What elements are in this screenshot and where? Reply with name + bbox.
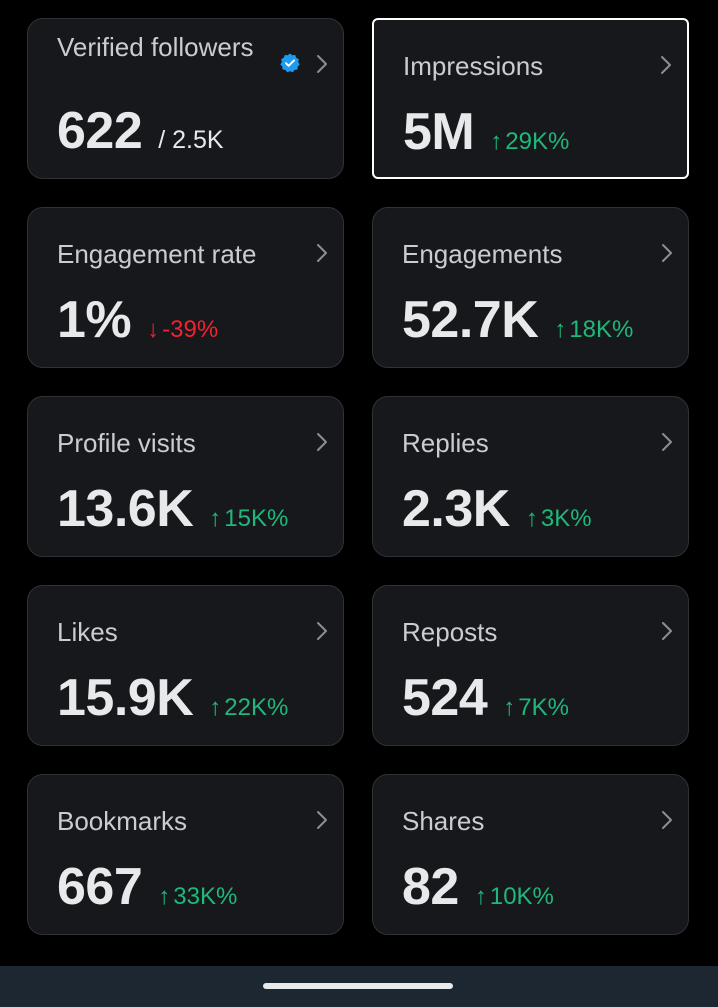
arrow-up-icon: ↑ bbox=[525, 505, 538, 532]
metric-value: 13.6K bbox=[57, 480, 194, 538]
home-indicator[interactable] bbox=[263, 983, 453, 989]
chevron-right-icon bbox=[315, 53, 329, 75]
metric-card-impressions[interactable]: Impressions 5M ↑ 29K% bbox=[372, 18, 689, 179]
metric-card-reposts[interactable]: Reposts 524 ↑ 7K% bbox=[372, 585, 689, 746]
arrow-up-icon: ↑ bbox=[554, 316, 567, 343]
arrow-up-icon: ↑ bbox=[503, 694, 516, 721]
metric-value: 15.9K bbox=[57, 669, 194, 727]
metric-card-verified-followers[interactable]: Verified followers 622 / 2.5K bbox=[27, 18, 344, 179]
metric-value: 667 bbox=[57, 858, 143, 916]
chevron-right-icon bbox=[660, 431, 674, 453]
metric-delta: ↑ 29K% bbox=[490, 128, 569, 156]
metric-delta: ↑ 18K% bbox=[554, 316, 633, 344]
chevron-right-icon bbox=[315, 809, 329, 831]
arrow-up-icon: ↑ bbox=[209, 694, 222, 721]
metric-value-row: 1% ↓ -39% bbox=[57, 292, 218, 348]
metric-value-row: 2.3K ↑ 3K% bbox=[402, 481, 592, 537]
arrow-up-icon: ↑ bbox=[209, 505, 222, 532]
metric-label: Profile visits bbox=[57, 428, 196, 458]
metric-value: 524 bbox=[402, 669, 488, 727]
arrow-up-icon: ↑ bbox=[474, 883, 487, 910]
metric-value-row: 52.7K ↑ 18K% bbox=[402, 292, 633, 348]
metric-label: Engagements bbox=[402, 239, 563, 269]
metric-value-row: 524 ↑ 7K% bbox=[402, 670, 569, 726]
arrow-up-icon: ↑ bbox=[158, 883, 171, 910]
verified-badge-icon bbox=[279, 52, 301, 74]
metric-value: 622 bbox=[57, 102, 143, 160]
chevron-right-icon bbox=[315, 242, 329, 264]
metric-card-engagement-rate[interactable]: Engagement rate 1% ↓ -39% bbox=[27, 207, 344, 368]
metric-value: 5M bbox=[403, 103, 475, 161]
chevron-right-icon bbox=[659, 54, 673, 76]
metric-value: 52.7K bbox=[402, 291, 539, 349]
metric-card-bookmarks[interactable]: Bookmarks 667 ↑ 33K% bbox=[27, 774, 344, 935]
metric-label: Verified followers bbox=[57, 32, 254, 62]
chevron-right-icon bbox=[660, 809, 674, 831]
metric-card-replies[interactable]: Replies 2.3K ↑ 3K% bbox=[372, 396, 689, 557]
metric-delta: ↑ 3K% bbox=[526, 505, 592, 533]
chevron-right-icon bbox=[315, 620, 329, 642]
metric-delta: ↑ 15K% bbox=[209, 505, 288, 533]
metric-card-profile-visits[interactable]: Profile visits 13.6K ↑ 15K% bbox=[27, 396, 344, 557]
metric-label: Shares bbox=[402, 806, 485, 836]
chevron-right-icon bbox=[660, 242, 674, 264]
metric-value-row: 13.6K ↑ 15K% bbox=[57, 481, 288, 537]
metric-value-row: 82 ↑ 10K% bbox=[402, 859, 554, 915]
metric-value-row: 622 / 2.5K bbox=[57, 103, 224, 159]
metric-label: Engagement rate bbox=[57, 239, 257, 269]
metric-delta: ↑ 33K% bbox=[158, 883, 237, 911]
metric-delta-value: 10K% bbox=[489, 883, 554, 910]
metric-delta: ↓ -39% bbox=[147, 316, 218, 344]
metrics-grid: Verified followers 622 / 2.5K Impression… bbox=[27, 18, 689, 935]
metric-delta-value: -39% bbox=[162, 316, 219, 343]
metric-delta-value: 3K% bbox=[540, 505, 592, 532]
metric-value: 82 bbox=[402, 858, 459, 916]
arrow-down-icon: ↓ bbox=[147, 316, 160, 343]
metric-value-row: 667 ↑ 33K% bbox=[57, 859, 237, 915]
metric-delta-value: 18K% bbox=[569, 316, 634, 343]
metric-delta: ↑ 10K% bbox=[475, 883, 554, 911]
metric-card-shares[interactable]: Shares 82 ↑ 10K% bbox=[372, 774, 689, 935]
arrow-up-icon: ↑ bbox=[490, 128, 503, 155]
system-navigation-bar bbox=[0, 966, 718, 1007]
metric-value: 1% bbox=[57, 291, 132, 349]
metric-label: Bookmarks bbox=[57, 806, 188, 836]
metric-value-row: 5M ↑ 29K% bbox=[403, 104, 569, 160]
metric-delta-value: 29K% bbox=[505, 128, 570, 155]
metric-label: Replies bbox=[402, 428, 489, 458]
metric-label: Reposts bbox=[402, 617, 498, 647]
metric-label: Likes bbox=[57, 617, 118, 647]
metric-delta: ↑ 22K% bbox=[209, 694, 288, 722]
metric-value-row: 15.9K ↑ 22K% bbox=[57, 670, 288, 726]
metric-total: / 2.5K bbox=[158, 126, 224, 154]
metric-card-likes[interactable]: Likes 15.9K ↑ 22K% bbox=[27, 585, 344, 746]
metric-delta-value: 33K% bbox=[173, 883, 238, 910]
metric-value: 2.3K bbox=[402, 480, 510, 538]
metric-delta-value: 22K% bbox=[224, 694, 289, 721]
metric-delta-value: 7K% bbox=[518, 694, 569, 721]
metric-delta-value: 15K% bbox=[224, 505, 289, 532]
chevron-right-icon bbox=[660, 620, 674, 642]
chevron-right-icon bbox=[315, 431, 329, 453]
metric-label: Impressions bbox=[403, 51, 544, 81]
metric-card-engagements[interactable]: Engagements 52.7K ↑ 18K% bbox=[372, 207, 689, 368]
metric-delta: ↑ 7K% bbox=[503, 694, 569, 722]
